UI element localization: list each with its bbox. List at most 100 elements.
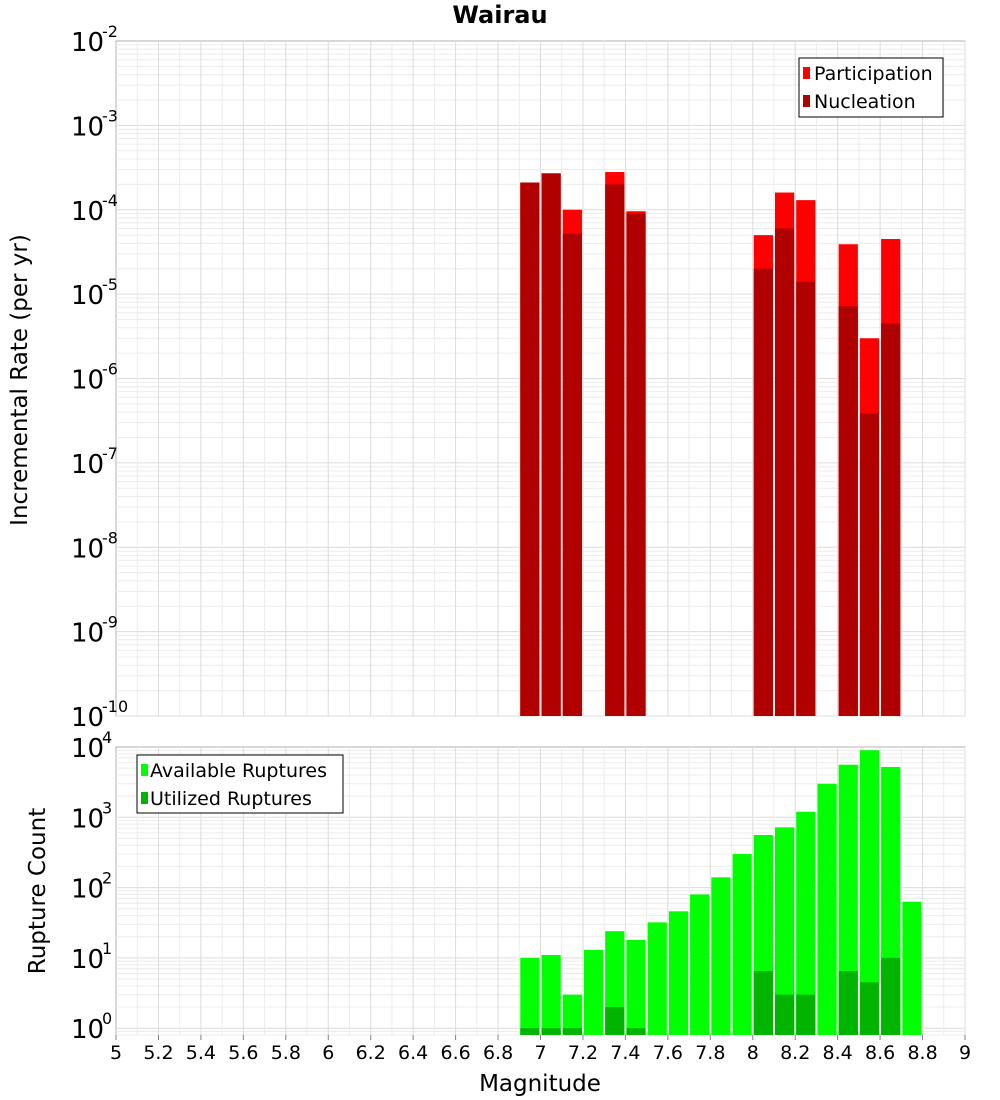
x-tick-label: 6.6: [440, 1042, 470, 1064]
x-tick-label: 8.8: [907, 1042, 937, 1064]
x-tick-label: 8.6: [865, 1042, 895, 1064]
top-y-axis-label: Incremental Rate (per yr): [7, 234, 33, 526]
legend-swatch-utilized: [141, 792, 148, 804]
top-bars: [520, 172, 901, 717]
count-available-ruptures-bar: [520, 957, 540, 1035]
rate-nucleation-bar: [626, 213, 646, 717]
legend-label-participation: Participation: [814, 63, 933, 85]
y-tick-label: 10: [71, 734, 104, 764]
legend-label-utilized: Utilized Ruptures: [150, 788, 312, 810]
x-tick-label: 5.8: [271, 1042, 301, 1064]
rate-nucleation-bar: [562, 233, 582, 716]
x-tick-label: 5.6: [228, 1042, 258, 1064]
x-tick-label: 6.8: [483, 1042, 513, 1064]
y-tick-exponent: 2: [102, 869, 112, 888]
y-tick-exponent: -7: [102, 444, 118, 463]
count-available-ruptures-bar: [859, 750, 880, 1035]
count-utilized-ruptures-bar: [562, 1028, 582, 1035]
top-legend-box: [798, 57, 944, 118]
y-tick-label: 10: [71, 619, 104, 649]
x-tick-label: 9: [959, 1042, 971, 1064]
count-utilized-ruptures-bar: [881, 957, 901, 1035]
count-available-ruptures-bar: [690, 894, 710, 1035]
y-tick-exponent: -4: [102, 191, 118, 210]
top-plot: 10-210-310-410-510-610-710-810-910-10 In…: [7, 22, 966, 733]
count-utilized-ruptures-bar: [520, 1028, 540, 1035]
y-tick-exponent: 0: [102, 1009, 112, 1028]
top-y-ticks: 10-210-310-410-510-610-710-810-910-10: [71, 22, 128, 733]
count-available-ruptures-bar: [541, 954, 561, 1035]
legend-swatch-available: [141, 764, 148, 776]
x-tick-label: 5.4: [186, 1042, 216, 1064]
x-tick-label: 7.8: [695, 1042, 725, 1064]
rate-nucleation-bar: [881, 323, 901, 716]
count-available-ruptures-bar: [647, 922, 667, 1035]
legend-label-available: Available Ruptures: [150, 760, 327, 782]
y-tick-label: 10: [71, 1015, 104, 1045]
y-tick-label: 10: [71, 703, 104, 733]
count-utilized-ruptures-bar: [796, 994, 816, 1035]
count-utilized-ruptures-bar: [541, 1028, 561, 1035]
rate-nucleation-bar: [859, 413, 880, 716]
legend-swatch-nucleation: [803, 95, 810, 107]
x-tick-label: 6.4: [398, 1042, 428, 1064]
count-utilized-ruptures-bar: [626, 1028, 646, 1035]
count-utilized-ruptures-bar: [753, 971, 773, 1035]
count-available-ruptures-bar: [732, 854, 752, 1035]
y-tick-exponent: -10: [102, 697, 128, 716]
x-tick-label: 8.2: [780, 1042, 810, 1064]
x-tick-label: 5: [110, 1042, 122, 1064]
y-tick-label: 10: [71, 875, 104, 905]
chart-title: Wairau: [452, 1, 547, 29]
count-available-ruptures-bar: [668, 911, 689, 1035]
y-tick-label: 10: [71, 281, 104, 311]
x-ticks: 5 5.2 5.4 5.6 5.8 6 6.2 6.4 6.6 6.8 7 7.2 7.4 7.6 7.8 8…: [110, 1035, 971, 1064]
x-tick-label: 8.4: [823, 1042, 853, 1064]
bottom-y-axis-label: Rupture Count: [25, 808, 51, 974]
count-utilized-ruptures-bar: [605, 1007, 625, 1035]
count-available-ruptures-bar: [626, 939, 646, 1035]
y-tick-label: 10: [71, 534, 104, 564]
legend-swatch-participation: [803, 67, 810, 79]
y-tick-exponent: -5: [102, 275, 118, 294]
x-tick-label: 7.4: [610, 1042, 640, 1064]
x-tick-label: 6.2: [356, 1042, 386, 1064]
x-tick-label: 7.2: [568, 1042, 598, 1064]
bottom-bars: [520, 750, 922, 1035]
y-tick-exponent: 4: [102, 728, 112, 747]
rate-nucleation-bar: [520, 182, 540, 716]
y-tick-exponent: 1: [102, 939, 112, 958]
rate-nucleation-bar: [774, 228, 795, 716]
x-tick-label: 7.6: [653, 1042, 683, 1064]
count-available-ruptures-bar: [838, 764, 858, 1035]
y-tick-label: 10: [71, 804, 104, 834]
count-available-ruptures-bar: [583, 949, 604, 1035]
x-axis-label: Magnitude: [479, 1071, 601, 1097]
y-tick-label: 10: [71, 112, 104, 142]
y-tick-label: 10: [71, 28, 104, 58]
count-available-ruptures-bar: [774, 827, 795, 1035]
x-tick-label: 8: [747, 1042, 759, 1064]
y-tick-exponent: -8: [102, 528, 118, 547]
rate-nucleation-bar: [605, 184, 625, 717]
y-tick-label: 10: [71, 945, 104, 975]
rate-nucleation-bar: [541, 173, 561, 716]
bottom-legend: Available Ruptures Utilized Ruptures: [136, 754, 344, 814]
top-legend: Participation Nucleation: [798, 57, 944, 118]
rate-nucleation-bar: [753, 268, 773, 716]
y-tick-label: 10: [71, 450, 104, 480]
count-utilized-ruptures-bar: [774, 994, 795, 1035]
count-available-ruptures-bar: [902, 901, 922, 1035]
y-tick-exponent: -9: [102, 613, 118, 632]
y-tick-label: 10: [71, 366, 104, 396]
y-tick-exponent: -3: [102, 106, 118, 125]
rate-nucleation-bar: [838, 306, 858, 716]
y-tick-label: 10: [71, 197, 104, 227]
count-utilized-ruptures-bar: [859, 982, 880, 1035]
top-grid: [116, 41, 966, 717]
bottom-legend-box: [136, 754, 344, 814]
legend-label-nucleation: Nucleation: [814, 91, 916, 113]
y-tick-exponent: 3: [102, 798, 112, 817]
